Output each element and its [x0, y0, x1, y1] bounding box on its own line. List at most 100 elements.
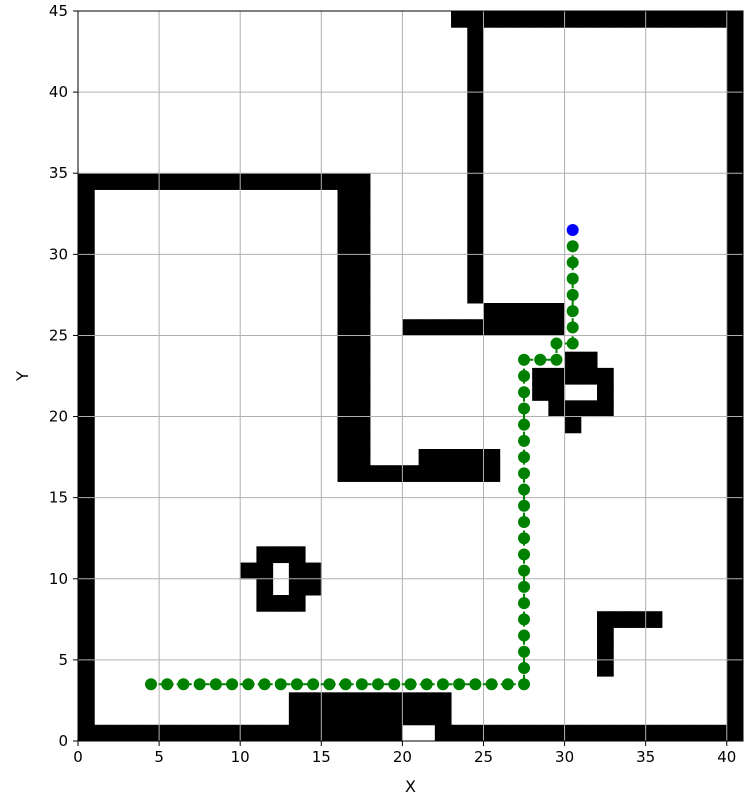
obstacle-cell	[78, 173, 95, 190]
obstacle-cell	[256, 562, 274, 580]
obstacle-cell	[678, 11, 695, 28]
x-tick-label: 35	[636, 748, 655, 766]
obstacle-cell	[142, 173, 160, 190]
obstacle-cell	[467, 465, 484, 482]
obstacle-cell	[548, 724, 566, 742]
obstacle-cell	[305, 562, 322, 580]
obstacle-cell	[726, 530, 744, 547]
obstacle-cell	[499, 303, 517, 320]
obstacle-cell	[726, 59, 744, 77]
obstacle-cell	[645, 11, 663, 28]
x-axis-label: X	[405, 777, 416, 796]
y-tick-label: 20	[49, 408, 68, 426]
path-point	[518, 532, 531, 545]
obstacle-cell	[726, 286, 744, 304]
obstacle-cell	[467, 286, 484, 304]
obstacle-cell	[726, 221, 744, 239]
obstacle-cell	[78, 562, 95, 580]
obstacle-cell	[78, 530, 95, 547]
obstacle-cell	[564, 11, 582, 28]
obstacle-cell	[726, 416, 744, 434]
obstacle-cell	[726, 92, 744, 109]
obstacle-cell	[78, 319, 95, 336]
obstacle-cell	[272, 724, 290, 742]
path-point	[453, 678, 466, 691]
obstacle-cell	[78, 351, 95, 369]
obstacle-cell	[434, 465, 452, 482]
start-point	[566, 224, 579, 236]
obstacle-cell	[337, 221, 355, 239]
path-point	[161, 678, 174, 691]
obstacle-cell	[467, 173, 484, 190]
path-point	[566, 256, 579, 269]
obstacle-cell	[369, 465, 387, 482]
path-point	[518, 516, 531, 528]
obstacle-cell	[434, 708, 452, 726]
obstacle-cell	[726, 595, 744, 612]
y-axis-label: Y	[13, 371, 32, 382]
path-point	[209, 678, 222, 691]
obstacle-cell	[321, 724, 339, 742]
obstacle-cell	[726, 400, 744, 418]
obstacle-cell	[353, 708, 371, 726]
obstacle-cell	[337, 270, 355, 288]
obstacle-cell	[483, 724, 501, 742]
obstacle-cell	[597, 724, 614, 742]
obstacle-cell	[726, 108, 744, 126]
path-point	[469, 678, 482, 691]
obstacle-cell	[256, 724, 274, 742]
obstacle-cell	[613, 724, 630, 742]
obstacle-cell	[78, 481, 95, 499]
path-point	[534, 353, 547, 366]
obstacle-cell	[467, 157, 484, 174]
obstacle-cell	[337, 692, 355, 710]
path-point	[518, 548, 531, 561]
obstacle-cell	[726, 205, 744, 223]
obstacle-cell	[305, 578, 322, 596]
y-tick-label: 30	[49, 245, 68, 263]
obstacle-cell	[467, 221, 484, 239]
path-point	[242, 678, 255, 691]
obstacle-cell	[451, 449, 468, 466]
obstacle-cell	[726, 465, 744, 482]
obstacle-cell	[467, 724, 484, 742]
obstacle-cell	[337, 173, 355, 190]
obstacle-cell	[353, 367, 371, 385]
obstacle-cell	[337, 465, 355, 482]
obstacle-cell	[78, 286, 95, 304]
obstacle-cell	[726, 384, 744, 401]
obstacle-cell	[353, 254, 371, 272]
obstacle-cell	[353, 384, 371, 401]
obstacle-cell	[353, 221, 371, 239]
obstacle-cell	[726, 27, 744, 44]
obstacle-cell	[467, 124, 484, 142]
obstacle-cell	[240, 562, 257, 580]
y-tick-label: 40	[49, 83, 68, 101]
obstacle-cell	[580, 367, 598, 385]
path-layer	[144, 224, 579, 691]
path-point	[436, 678, 449, 691]
obstacle-cell	[272, 173, 290, 190]
obstacle-cell	[386, 692, 403, 710]
obstacle-cell	[288, 708, 306, 726]
obstacle-cell	[288, 595, 306, 612]
path-point	[518, 353, 531, 366]
obstacle-cell	[467, 238, 484, 255]
obstacle-cell	[597, 627, 614, 645]
obstacle-cell	[78, 189, 95, 207]
path-point	[307, 678, 320, 691]
obstacle-cell	[78, 449, 95, 466]
obstacle-cell	[288, 692, 306, 710]
obstacle-layer	[78, 11, 744, 742]
obstacle-cell	[402, 708, 420, 726]
obstacle-cell	[288, 546, 306, 564]
obstacle-cell	[726, 319, 744, 336]
obstacle-cell	[451, 11, 468, 28]
obstacle-cell	[467, 11, 484, 28]
obstacle-cell	[726, 351, 744, 369]
obstacle-cell	[353, 205, 371, 223]
obstacle-cell	[548, 303, 566, 320]
obstacle-cell	[483, 319, 501, 336]
path-point	[566, 272, 579, 285]
obstacle-cell	[467, 189, 484, 207]
